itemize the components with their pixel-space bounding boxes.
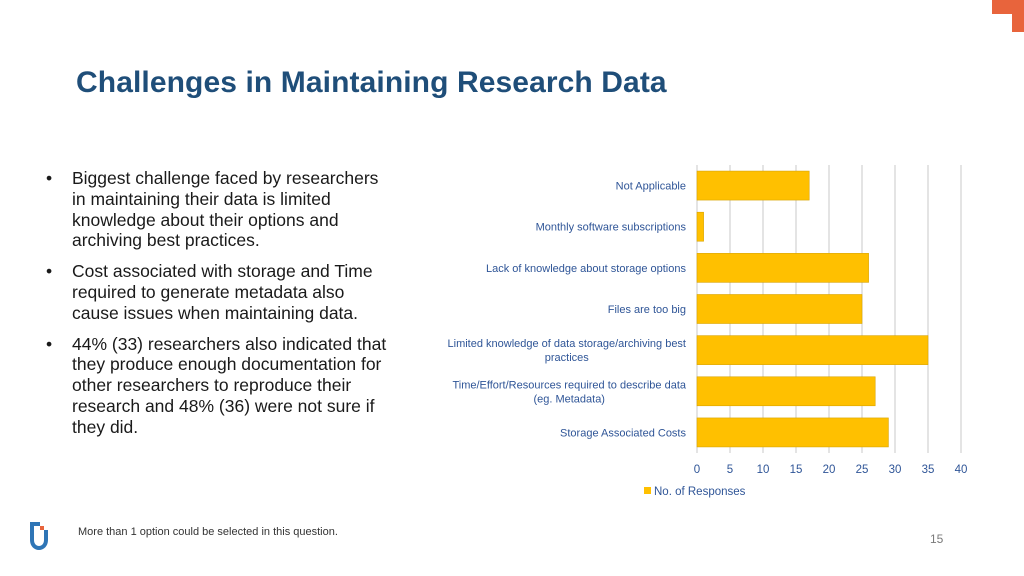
category-label: (eg. Metadata) bbox=[533, 393, 605, 405]
x-tick-label: 20 bbox=[823, 464, 836, 476]
bullet-list: Biggest challenge faced by researchers i… bbox=[44, 168, 389, 448]
responses-bar-chart: Not Applicable Monthly software subscript… bbox=[448, 165, 968, 498]
bullet-item: Cost associated with storage and Time re… bbox=[44, 261, 389, 323]
bar bbox=[696, 417, 889, 448]
category-label: Monthly software subscriptions bbox=[536, 222, 687, 234]
bar bbox=[696, 294, 863, 324]
corner-accent bbox=[992, 0, 1024, 32]
x-tick-label: 40 bbox=[955, 464, 968, 476]
bullet-item: Biggest challenge faced by researchers i… bbox=[44, 168, 389, 251]
x-tick-label: 30 bbox=[889, 464, 902, 476]
x-tick-label: 35 bbox=[922, 464, 935, 476]
x-tick-label: 15 bbox=[790, 464, 803, 476]
page-number: 15 bbox=[930, 532, 944, 546]
slide-title: Challenges in Maintaining Research Data bbox=[76, 66, 667, 99]
legend-swatch bbox=[644, 487, 651, 494]
bar bbox=[696, 335, 929, 365]
x-tick-label: 0 bbox=[694, 464, 700, 476]
category-label: Lack of knowledge about storage options bbox=[486, 263, 686, 275]
legend-label: No. of Responses bbox=[654, 486, 746, 498]
category-label: Not Applicable bbox=[616, 181, 686, 193]
x-tick-label: 10 bbox=[757, 464, 770, 476]
bar bbox=[696, 253, 869, 283]
category-label: practices bbox=[545, 352, 590, 364]
category-label: Limited knowledge of data storage/archiv… bbox=[448, 338, 686, 350]
institution-logo-icon bbox=[30, 522, 48, 550]
category-label: Files are too big bbox=[608, 304, 686, 316]
category-label: Time/Effort/Resources required to descri… bbox=[452, 379, 686, 391]
category-label: Storage Associated Costs bbox=[560, 427, 686, 439]
bullet-item: 44% (33) researchers also indicated that… bbox=[44, 334, 389, 438]
bar bbox=[696, 211, 704, 242]
x-tick-label: 25 bbox=[856, 464, 869, 476]
x-tick-label: 5 bbox=[727, 464, 733, 476]
footnote: More than 1 option could be selected in … bbox=[78, 526, 338, 538]
bar bbox=[696, 170, 810, 201]
bar bbox=[696, 376, 876, 407]
